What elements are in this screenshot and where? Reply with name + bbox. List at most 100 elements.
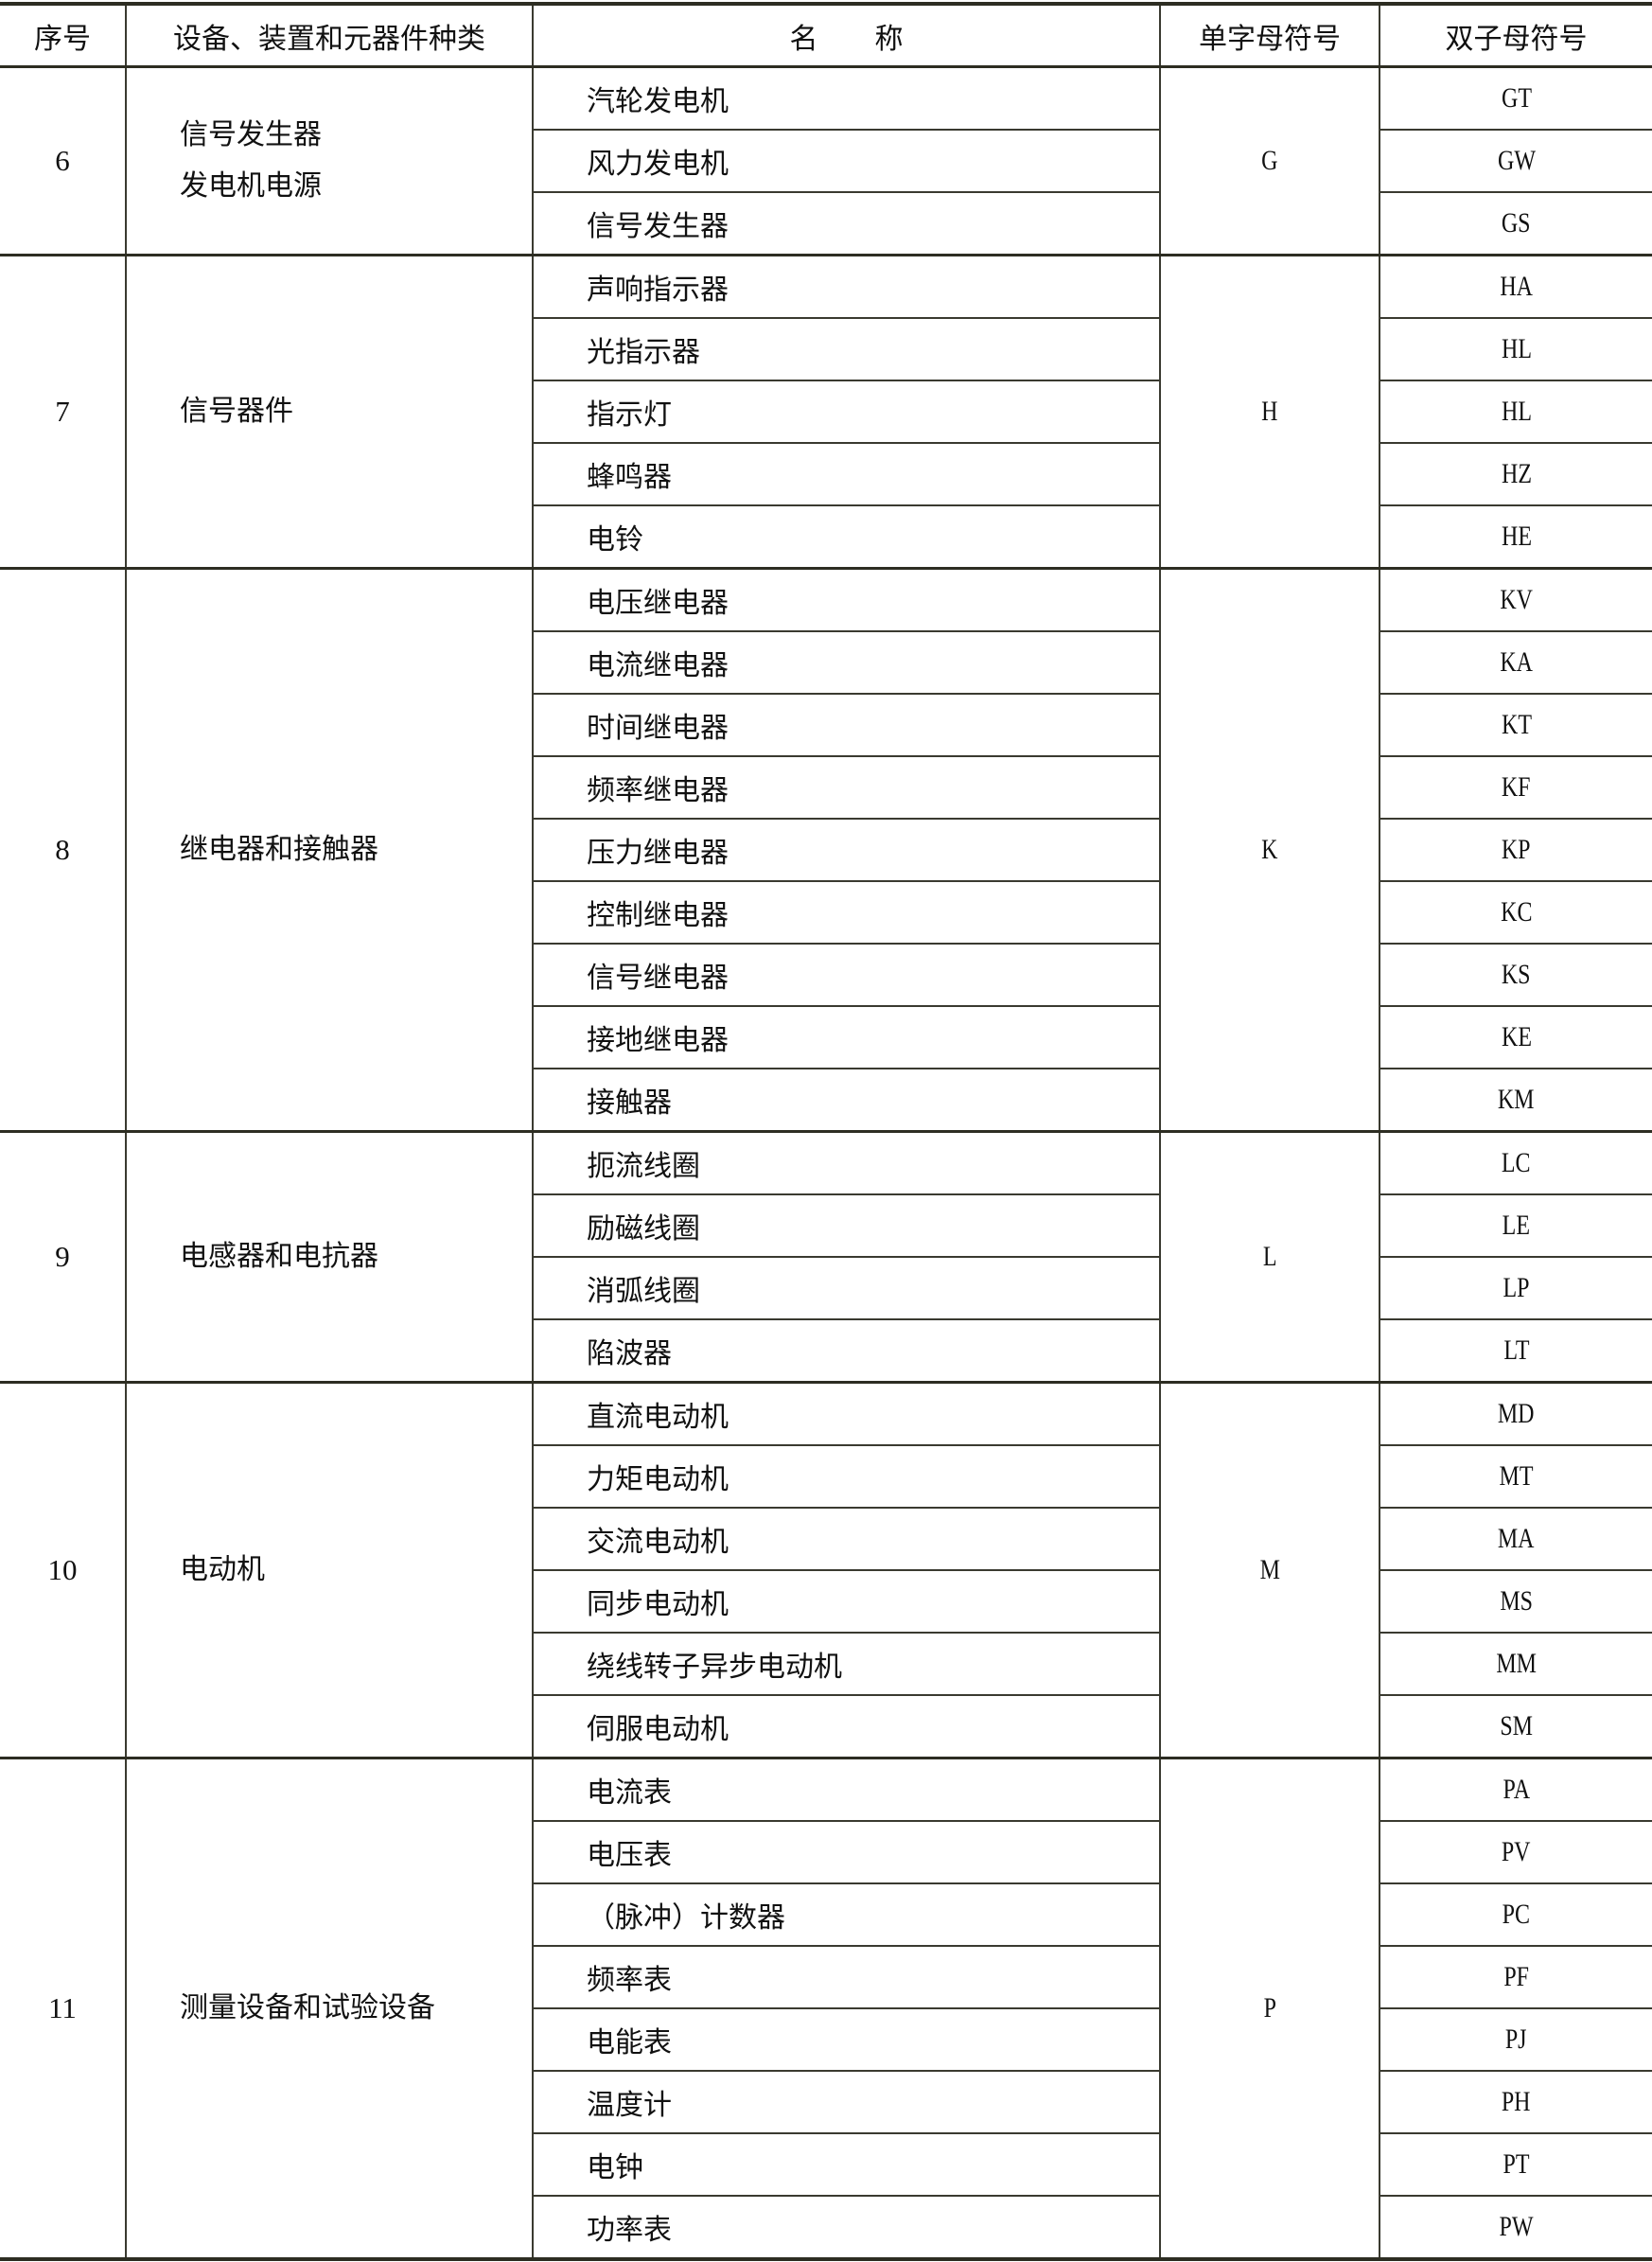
double-letter-text: LT (1503, 1334, 1530, 1366)
double-letter-code: KP (1379, 818, 1652, 882)
header-double-letter: 双子母符号 (1379, 3, 1652, 68)
item-name: 陷波器 (533, 1318, 1161, 1384)
double-letter-text: MD (1498, 1398, 1535, 1429)
category-line: 信号发生器 (180, 118, 322, 151)
table-row: 风力发电机 GW (0, 129, 1652, 193)
item-name: 电能表 (533, 2007, 1161, 2072)
item-name: 压力继电器 (533, 818, 1161, 882)
table-row: 6 信号发生器 发电机电源 汽轮发电机 G GT (0, 65, 1652, 256)
double-letter-text: PC (1502, 1899, 1531, 1930)
header-category: 设备、装置和元器件种类 (125, 3, 534, 68)
double-letter-code: HL (1379, 317, 1652, 381)
item-name: 交流电动机 (533, 1507, 1161, 1571)
table-row: 绕线转子异步电动机 MM (0, 1632, 1652, 1696)
table-row: 信号发生器 GS (0, 191, 1652, 256)
group-category: 继电器和接触器 (125, 567, 534, 1133)
header-row: 序号 设备、装置和元器件种类 名 称 单字母符号 双子母符号 (0, 3, 1652, 68)
group-index: 10 (0, 1381, 127, 1759)
table-row: 11 测量设备和试验设备 电流表 P PA (0, 1757, 1652, 2260)
group-index: 8 (0, 567, 127, 1133)
single-letter-text: P (1263, 1992, 1276, 2023)
double-letter-text: MS (1500, 1585, 1533, 1617)
table-row: 交流电动机 MA (0, 1507, 1652, 1571)
double-letter-text: PH (1502, 2086, 1531, 2117)
category-line: 电感器和电抗器 (180, 1240, 378, 1273)
table-row: 消弧线圈 LP (0, 1256, 1652, 1320)
table-row: 压力继电器 KP (0, 818, 1652, 882)
group-category: 信号器件 (125, 254, 534, 570)
double-letter-text: LE (1502, 1210, 1531, 1241)
double-letter-code: PA (1379, 1757, 1652, 1822)
double-letter-code: PJ (1379, 2007, 1652, 2072)
double-letter-code: LT (1379, 1318, 1652, 1384)
group-category: 电感器和电抗器 (125, 1130, 534, 1384)
double-letter-code: PH (1379, 2070, 1652, 2134)
double-letter-code: LE (1379, 1193, 1652, 1258)
double-letter-text: KF (1502, 771, 1531, 803)
table-row: 9 电感器和电抗器 扼流线圈 L LC (0, 1130, 1652, 1384)
group-category: 电动机 (125, 1381, 534, 1759)
item-name: 电压继电器 (532, 567, 1161, 632)
double-letter-code: KA (1379, 630, 1652, 695)
group-category: 信号发生器 发电机电源 (125, 65, 534, 256)
item-name: 汽轮发电机 (532, 65, 1161, 131)
item-name: 控制继电器 (533, 880, 1161, 945)
double-letter-code: KS (1379, 943, 1652, 1007)
table-row: 控制继电器 KC (0, 880, 1652, 945)
item-name: 电钟 (533, 2132, 1161, 2197)
category-line: 电动机 (180, 1553, 265, 1586)
table-row: 电能表 PJ (0, 2007, 1652, 2072)
item-name: 消弧线圈 (533, 1256, 1161, 1320)
category-line: 测量设备和试验设备 (180, 1991, 435, 2024)
double-letter-text: SM (1500, 1710, 1533, 1741)
table-row: 频率继电器 KF (0, 755, 1652, 820)
item-name: 时间继电器 (533, 693, 1161, 757)
double-letter-text: PV (1502, 1836, 1531, 1867)
double-letter-text: LC (1502, 1147, 1531, 1178)
single-letter-code: H (1159, 254, 1380, 570)
double-letter-code: GW (1379, 129, 1652, 193)
table-row: 励磁线圈 LE (0, 1193, 1652, 1258)
item-name: （脉冲）计数器 (533, 1882, 1161, 1947)
header-single-letter: 单字母符号 (1159, 3, 1380, 68)
double-letter-code: HZ (1379, 442, 1652, 506)
table-row: 同步电动机 MS (0, 1569, 1652, 1634)
item-name: 力矩电动机 (533, 1444, 1161, 1509)
double-letter-code: KE (1379, 1005, 1652, 1069)
double-letter-code: KM (1379, 1068, 1652, 1133)
double-letter-code: MS (1379, 1569, 1652, 1634)
item-name: 声响指示器 (532, 254, 1161, 319)
category-line: 继电器和接触器 (180, 833, 378, 866)
item-name: 功率表 (533, 2195, 1161, 2260)
double-letter-text: KT (1501, 709, 1532, 740)
item-name: 频率表 (533, 1945, 1161, 2009)
table-row: 指示灯 HL (0, 380, 1652, 444)
double-letter-code: MD (1379, 1381, 1652, 1446)
table-row: 伺服电动机 SM (0, 1694, 1652, 1759)
item-name: 伺服电动机 (533, 1694, 1161, 1759)
table-row: （脉冲）计数器 PC (0, 1882, 1652, 1947)
double-letter-code: HE (1379, 504, 1652, 570)
table-row: 信号继电器 KS (0, 943, 1652, 1007)
double-letter-text: PW (1499, 2211, 1534, 2242)
table-row: 电压表 PV (0, 1820, 1652, 1884)
double-letter-text: HZ (1501, 458, 1532, 489)
double-letter-code: PV (1379, 1820, 1652, 1884)
table-row: 时间继电器 KT (0, 693, 1652, 757)
double-letter-text: LP (1503, 1272, 1530, 1303)
item-name: 接地继电器 (533, 1005, 1161, 1069)
item-name: 信号继电器 (533, 943, 1161, 1007)
double-letter-code: KV (1379, 567, 1652, 632)
table-row: 7 信号器件 声响指示器 H HA (0, 254, 1652, 570)
table-row: 力矩电动机 MT (0, 1444, 1652, 1509)
table-row: 接地继电器 KE (0, 1005, 1652, 1069)
double-letter-text: HL (1501, 396, 1532, 427)
item-name: 温度计 (533, 2070, 1161, 2134)
table-row: 接触器 KM (0, 1068, 1652, 1133)
item-name: 蜂鸣器 (533, 442, 1161, 506)
double-letter-code: GS (1379, 191, 1652, 256)
item-name: 电铃 (533, 504, 1161, 570)
double-letter-code: PT (1379, 2132, 1652, 2197)
double-letter-code: KC (1379, 880, 1652, 945)
